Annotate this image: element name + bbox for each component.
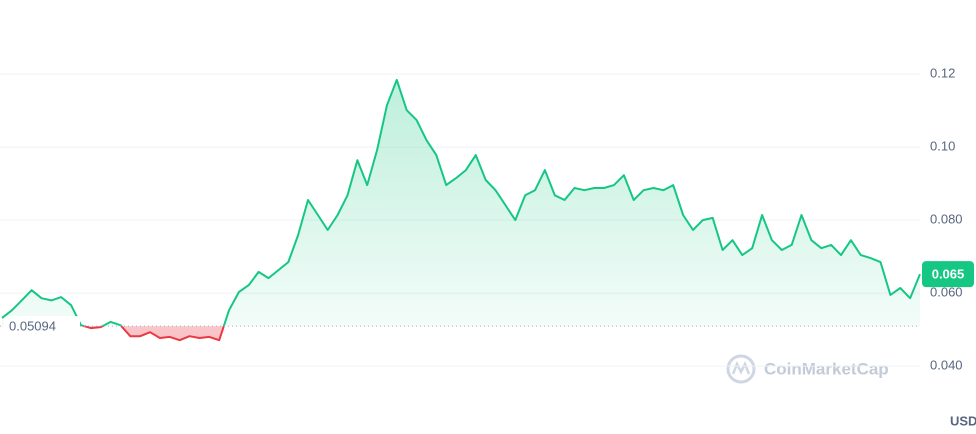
current-price-label: 0.065 (932, 267, 965, 282)
y-tick-label: 0.080 (930, 212, 963, 227)
current-price-badge (922, 261, 974, 288)
watermark-text: CoinMarketCap (764, 359, 889, 378)
price-line-down (80, 326, 225, 342)
unit-label: USD (950, 413, 976, 428)
baseline-label-bg (4, 316, 80, 337)
watermark: CoinMarketCap (726, 354, 889, 384)
y-tick-label: 0.040 (930, 358, 963, 373)
baseline-label: 0.05094 (9, 319, 56, 334)
area-down (84, 326, 224, 341)
y-tick-label: 0.10 (930, 139, 955, 154)
price-line-up (1, 78, 921, 327)
area-up (2, 79, 920, 327)
y-tick-label: 0.060 (930, 285, 963, 300)
y-tick-label: 0.12 (930, 66, 955, 81)
